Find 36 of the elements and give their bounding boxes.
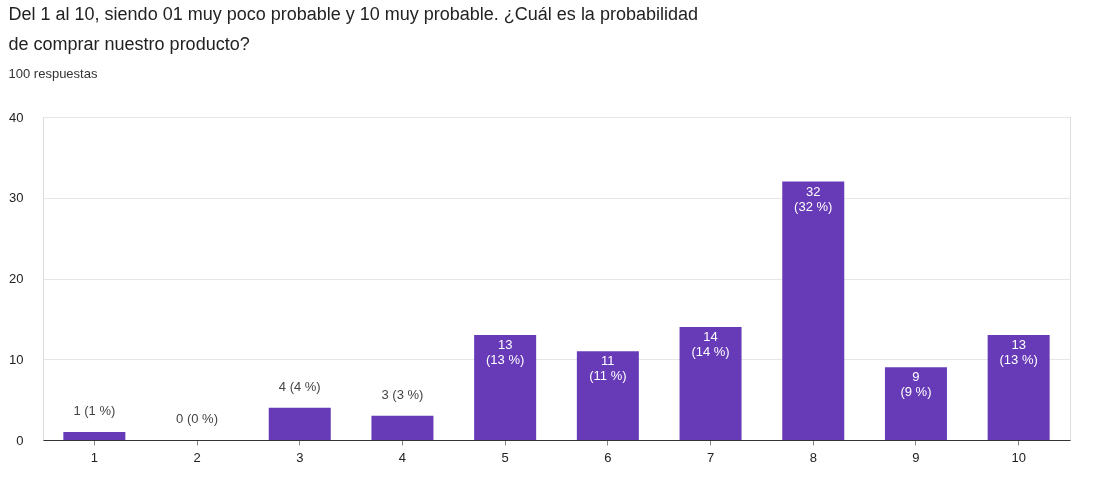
- bar: [63, 431, 126, 440]
- y-tick-label: 10: [9, 351, 24, 367]
- x-tick-label: 2: [193, 449, 201, 465]
- chart-subtitle: 100 respuestas: [8, 66, 98, 81]
- x-tick-label: 5: [501, 449, 509, 465]
- data-label: 4 (4 %): [278, 378, 321, 394]
- x-tick-label: 4: [398, 449, 407, 465]
- x-tick-label: 8: [809, 449, 817, 465]
- x-tick-label: 1: [90, 449, 98, 465]
- bar: [268, 407, 331, 440]
- bar: [576, 351, 639, 440]
- chart-title: Del 1 al 10, siendo 01 muy poco probable y 10 muy probable. ¿Cuál es la probabilidad de comprar nuestro producto?: [8, 4, 698, 54]
- bar: [474, 335, 537, 440]
- x-tick-label: 3: [296, 449, 304, 465]
- data-label: 0 (0 %): [176, 411, 218, 426]
- y-tick-label: 30: [9, 190, 24, 206]
- data-label: 32 (32 %): [794, 183, 833, 214]
- x-tick-label: 7: [706, 449, 715, 465]
- data-label: 3 (3 %): [381, 386, 424, 402]
- bar: [884, 367, 947, 440]
- x-tick-label: 9: [912, 449, 920, 465]
- bar: [371, 415, 434, 440]
- data-label: 11 (11 %): [589, 353, 627, 384]
- data-label: 13 (13 %): [999, 337, 1038, 368]
- bar: [782, 181, 845, 440]
- y-tick-label: 40: [9, 109, 24, 125]
- x-tick-label: 10: [1011, 449, 1026, 465]
- y-tick-label: 0: [16, 432, 24, 448]
- bar: [679, 326, 742, 440]
- x-tick-label: 6: [604, 449, 612, 465]
- y-tick-label: 20: [9, 271, 24, 286]
- bar: [987, 335, 1050, 440]
- data-label: 13 (13 %): [486, 337, 525, 368]
- data-label: 1 (1 %): [73, 402, 116, 418]
- data-label: 9 (9 %): [900, 369, 932, 400]
- data-label: 14 (14 %): [691, 328, 730, 359]
